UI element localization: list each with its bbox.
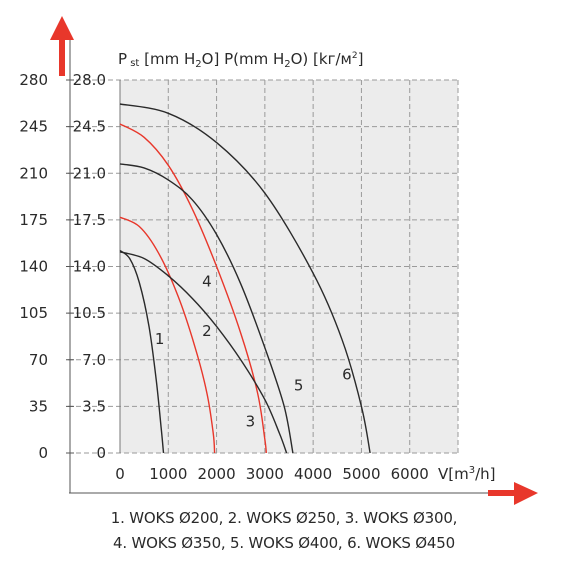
x-tick-label: 3000: [246, 465, 284, 483]
series-curve-4: [119, 251, 288, 454]
y-tick-inner-label: 24.5: [73, 118, 106, 136]
series-curve-2: [119, 216, 216, 454]
series-curve-5: [119, 163, 294, 454]
x-axis-label: V[m3/h]: [438, 465, 496, 483]
y-tick-outer-label: 0: [38, 444, 48, 462]
y-tick-outer-label: 280: [19, 71, 48, 89]
y-tick-inner-label: 28.0: [73, 71, 106, 89]
y-tick-inner-label: 10.5: [73, 304, 106, 322]
x-tick-label: 6000: [391, 465, 429, 483]
x-tick-label: 5000: [342, 465, 380, 483]
x-tick-label: 0: [115, 465, 125, 483]
curve-label-4: 4: [202, 272, 212, 290]
x-arrow-head: [514, 482, 538, 505]
legend-line-1: 1. WOKS Ø200, 2. WOKS Ø250, 3. WOKS Ø300…: [110, 509, 458, 527]
curve-label-1: 1: [155, 330, 165, 348]
y-tick-outer-label: 35: [29, 397, 48, 415]
y-axis-label: P st [mm H2O] P(mm H2O) [kг/м2]: [118, 50, 363, 70]
series-curve-6: [119, 103, 371, 454]
y-tick-outer-label: 70: [29, 351, 48, 369]
y-tick-inner-label: 21.0: [73, 164, 106, 182]
y-tick-outer-label: 140: [19, 258, 48, 276]
y-arrow-shaft: [59, 40, 65, 76]
y-tick-outer-label: 210: [19, 164, 48, 182]
legend-line-2: 4. WOKS Ø350, 5. WOKS Ø400, 6. WOKS Ø450: [113, 534, 455, 552]
y-tick-inner-label: 14.0: [73, 258, 106, 276]
y-arrow-head: [50, 16, 74, 40]
curve-label-6: 6: [342, 366, 352, 384]
series-curve-3: [119, 123, 267, 454]
x-tick-label: 4000: [294, 465, 332, 483]
y-tick-inner-label: 0: [96, 444, 106, 462]
curve-label-5: 5: [294, 376, 304, 394]
y-tick-outer-label: 245: [19, 118, 48, 136]
series-curve-1: [119, 249, 165, 454]
curve-label-3: 3: [246, 412, 256, 430]
y-tick-outer-label: 175: [19, 211, 48, 229]
y-tick-outer-label: 105: [19, 304, 48, 322]
x-arrow-shaft: [488, 490, 516, 496]
y-tick-inner-label: 17.5: [73, 211, 106, 229]
y-tick-inner-label: 7.0: [82, 351, 106, 369]
x-tick-label: 1000: [149, 465, 187, 483]
y-tick-inner-label: 3.5: [82, 397, 106, 415]
x-tick-label: 2000: [197, 465, 235, 483]
curve-label-2: 2: [202, 322, 212, 340]
